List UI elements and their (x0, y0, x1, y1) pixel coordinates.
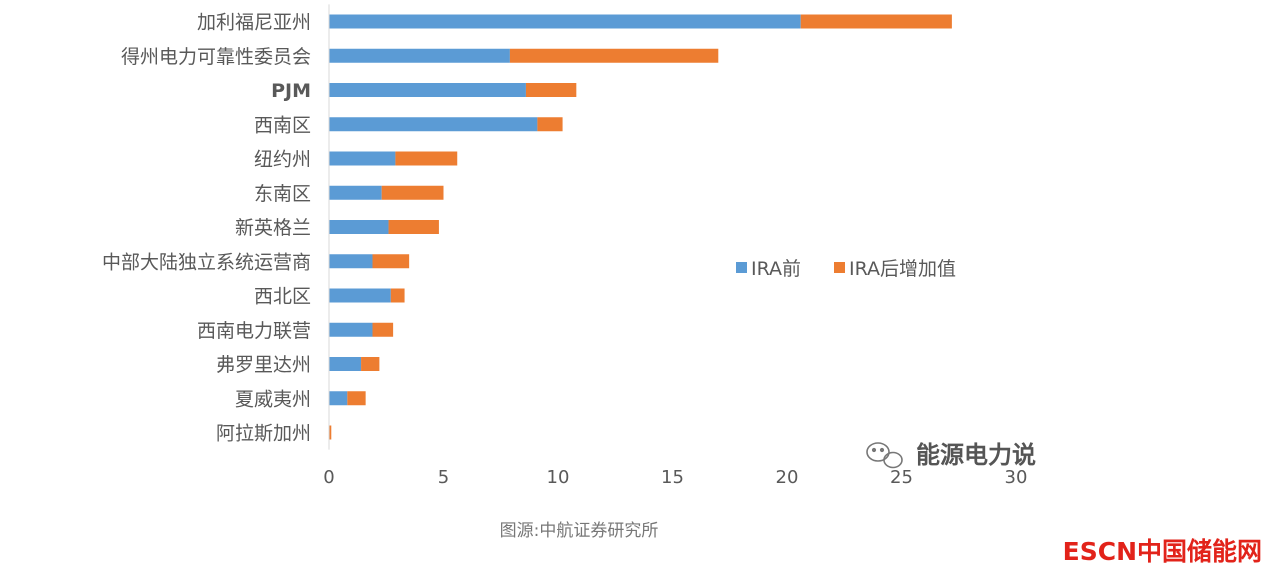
legend: IRA前 IRA后增加值 (736, 258, 956, 280)
category-label: PJM (271, 80, 311, 102)
bar-segment-series-1-纽约州 (395, 151, 458, 166)
category-label: 新英格兰 (235, 217, 311, 239)
x-tick-label: 20 (776, 467, 799, 488)
category-label: 西南电力联营 (197, 320, 311, 342)
legend-swatch-ira-before (736, 262, 747, 273)
bar-segment-series-1-得州电力可靠性委员会 (509, 48, 719, 63)
bar-segment-series-1-西南区 (537, 117, 563, 132)
bar-segment-series-0-PJM (329, 83, 526, 97)
x-tick-label: 30 (1005, 467, 1028, 488)
bar-segment-series-1-加利福尼亚州 (800, 14, 952, 29)
bar-segment-series-0-西南区 (329, 117, 538, 132)
bars-layer (329, 14, 952, 440)
category-label: 中部大陆独立系统运营商 (102, 251, 311, 273)
x-tick-labels: 0 5 10 15 20 25 30 (323, 467, 1027, 488)
bar-segment-series-1-东南区 (381, 185, 444, 200)
x-tick-label: 5 (438, 467, 449, 488)
bar-segment-series-1-西南电力联营 (372, 322, 394, 337)
bar-segment-series-1-新英格兰 (388, 220, 439, 234)
legend-swatch-ira-added (834, 262, 845, 273)
x-tick-label: 25 (890, 467, 913, 488)
legend-label-ira-added: IRA后增加值 (849, 258, 956, 280)
legend-label-ira-before: IRA前 (751, 258, 801, 280)
x-tick-label: 10 (547, 467, 570, 488)
bar-segment-series-1-夏威夷州 (347, 391, 366, 406)
bar-segment-series-0-夏威夷州 (329, 391, 348, 406)
legend-item-ira-added: IRA后增加值 (834, 258, 956, 280)
bar-segment-series-0-弗罗里达州 (329, 357, 362, 371)
bar-segment-series-0-加利福尼亚州 (329, 14, 801, 29)
bar-segment-series-0-新英格兰 (329, 220, 389, 234)
category-label: 西北区 (254, 286, 311, 308)
category-label: 夏威夷州 (235, 388, 311, 410)
bar-segment-series-0-西北区 (329, 288, 391, 303)
x-tick-label: 0 (323, 467, 334, 488)
category-label: 得州电力可靠性委员会 (121, 46, 311, 68)
bar-segment-series-0-中部大陆独立系统运营商 (329, 254, 373, 269)
category-label: 西南区 (254, 114, 311, 136)
bar-segment-series-1-中部大陆独立系统运营商 (372, 254, 410, 269)
category-label: 阿拉斯加州 (216, 423, 311, 445)
bar-segment-series-0-得州电力可靠性委员会 (329, 48, 510, 63)
category-label: 东南区 (254, 183, 311, 205)
watermark-text: 能源电力说 (916, 441, 1036, 469)
wechat-icon (866, 442, 903, 469)
category-label: 弗罗里达州 (216, 354, 311, 376)
source-caption: 图源:中航证券研究所 (500, 521, 659, 541)
x-tick-label: 15 (661, 467, 684, 488)
bar-segment-series-0-西南电力联营 (329, 322, 373, 337)
bar-segment-series-1-PJM (525, 83, 577, 97)
bar-segment-series-1-西北区 (390, 288, 405, 303)
legend-item-ira-before: IRA前 (736, 258, 801, 280)
bar-segment-series-1-阿拉斯加州 (329, 425, 332, 440)
category-label: 加利福尼亚州 (197, 12, 311, 34)
bar-segment-series-1-弗罗里达州 (361, 357, 380, 371)
escn-logo: ESCN中国储能网 (1063, 537, 1262, 566)
bar-segment-series-0-东南区 (329, 185, 382, 200)
category-label: 纽约州 (254, 149, 311, 171)
watermark: 能源电力说 (866, 441, 1036, 469)
bar-segment-series-0-纽约州 (329, 151, 396, 166)
